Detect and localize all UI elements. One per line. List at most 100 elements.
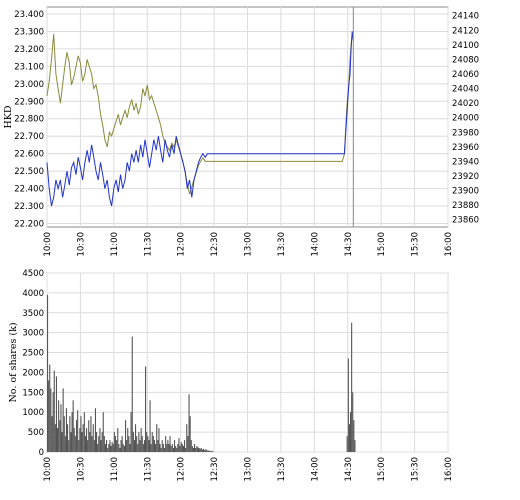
volume-bar [348,424,350,452]
volume-bar [181,444,183,452]
volume-bar [130,412,132,452]
price-chart-time-ticks: 10:00 10:30 11:00 11:30 12:00 12:30 13:00 13:30… [43,232,454,257]
volume-bar [352,392,354,452]
volume-bar [49,364,51,452]
index-tick-label: 24000 [452,114,479,124]
volume-bar [169,436,171,452]
index-tick-label: 24120 [452,26,479,36]
index-axis-ticks: 23860 23880 23900 23920 23940 23960 23980 24000… [452,12,479,226]
price-tick-label: 23.200 [14,45,44,55]
volume-bar [67,424,69,452]
volume-tick-label: 2000 [22,368,44,378]
volume-bar [139,440,141,452]
volume-bar [174,440,176,452]
volume-bar [150,444,152,452]
volume-bar [211,451,213,452]
volume-bar [126,440,128,452]
volume-bar [119,448,121,452]
volume-bar [138,432,140,452]
volume-bar [171,444,173,452]
index-tick-label: 23920 [452,172,479,182]
volume-bar [107,448,109,452]
volume-bar [199,448,201,452]
volume-bar [142,444,144,452]
volume-bar [135,424,137,452]
volume-bar [48,380,50,452]
volume-bar [191,446,193,452]
volume-bar [99,428,101,452]
volume-bar [86,428,88,452]
volume-bar [207,450,209,452]
volume-bar [347,358,349,452]
volume-bar [172,448,174,452]
volume-bar [354,440,356,452]
volume-bar [61,432,63,452]
volume-bar [123,446,125,452]
price-tick-label: 23.000 [14,80,44,90]
volume-bar [53,370,55,452]
time-tick-label: 11:00 [110,457,120,482]
volume-bar [140,428,142,452]
volume-bar [164,448,166,452]
volume-bar [155,444,157,452]
volume-bar [70,432,72,452]
volume-bar [55,376,57,452]
price-tick-label: 22.900 [14,97,44,107]
time-tick-label: 13:30 [277,232,287,257]
volume-bar [188,394,190,452]
volume-bar [118,444,120,452]
time-tick-label: 11:30 [143,232,153,257]
volume-bar [60,404,62,452]
price-tick-label: 22.800 [14,115,44,125]
price-tick-label: 22.300 [14,202,44,212]
volume-bar [63,416,65,452]
volume-bar [83,412,85,452]
volume-bar [197,447,199,452]
volume-bar [141,436,143,452]
volume-bar [153,440,155,452]
volume-tick-label: 3000 [22,329,44,339]
volume-bar [170,446,172,452]
volume-bar [94,408,96,452]
stock-price-line [46,31,354,207]
volume-bar [65,408,67,452]
time-tick-label: 12:00 [177,457,187,482]
volume-bar [81,432,83,452]
volume-bar [128,436,130,452]
time-tick-label: 16:00 [444,457,454,482]
volume-bar [346,436,348,452]
price-tick-label: 22.700 [14,132,44,142]
index-tick-label: 23940 [452,157,479,167]
volume-bar [162,444,164,452]
price-index-chart: 22.200 22.300 22.400 22.500 22.600 22.700 22.8… [3,6,479,257]
index-tick-label: 23880 [452,201,479,211]
volume-bar [88,420,90,452]
time-tick-label: 13:00 [244,232,254,257]
volume-bar [109,440,111,452]
volume-bar [82,424,84,452]
volume-bar [148,440,150,452]
volume-bar [111,442,113,452]
time-tick-label: 12:30 [210,232,220,257]
volume-bar [145,366,147,452]
volume-bar [210,450,212,452]
price-axis-ticks: 22.200 22.300 22.400 22.500 22.600 22.700 22.8… [14,10,44,230]
volume-bar [125,420,127,452]
volume-bar [353,420,355,452]
volume-bar [176,448,178,452]
volume-bar [166,444,168,452]
volume-bar [136,436,138,452]
volume-bar [89,432,91,452]
volume-bar [209,451,211,452]
volume-bar [202,448,204,452]
volume-bar [204,450,206,452]
volume-bar [131,336,133,452]
time-tick-label: 14:00 [310,232,320,257]
time-tick-label: 11:00 [110,232,120,257]
volume-bar [47,294,49,452]
volume-bar [84,436,86,452]
index-tick-label: 23860 [452,216,479,226]
volume-bar [93,440,95,452]
time-tick-label: 15:00 [377,232,387,257]
price-chart-series [46,31,354,207]
